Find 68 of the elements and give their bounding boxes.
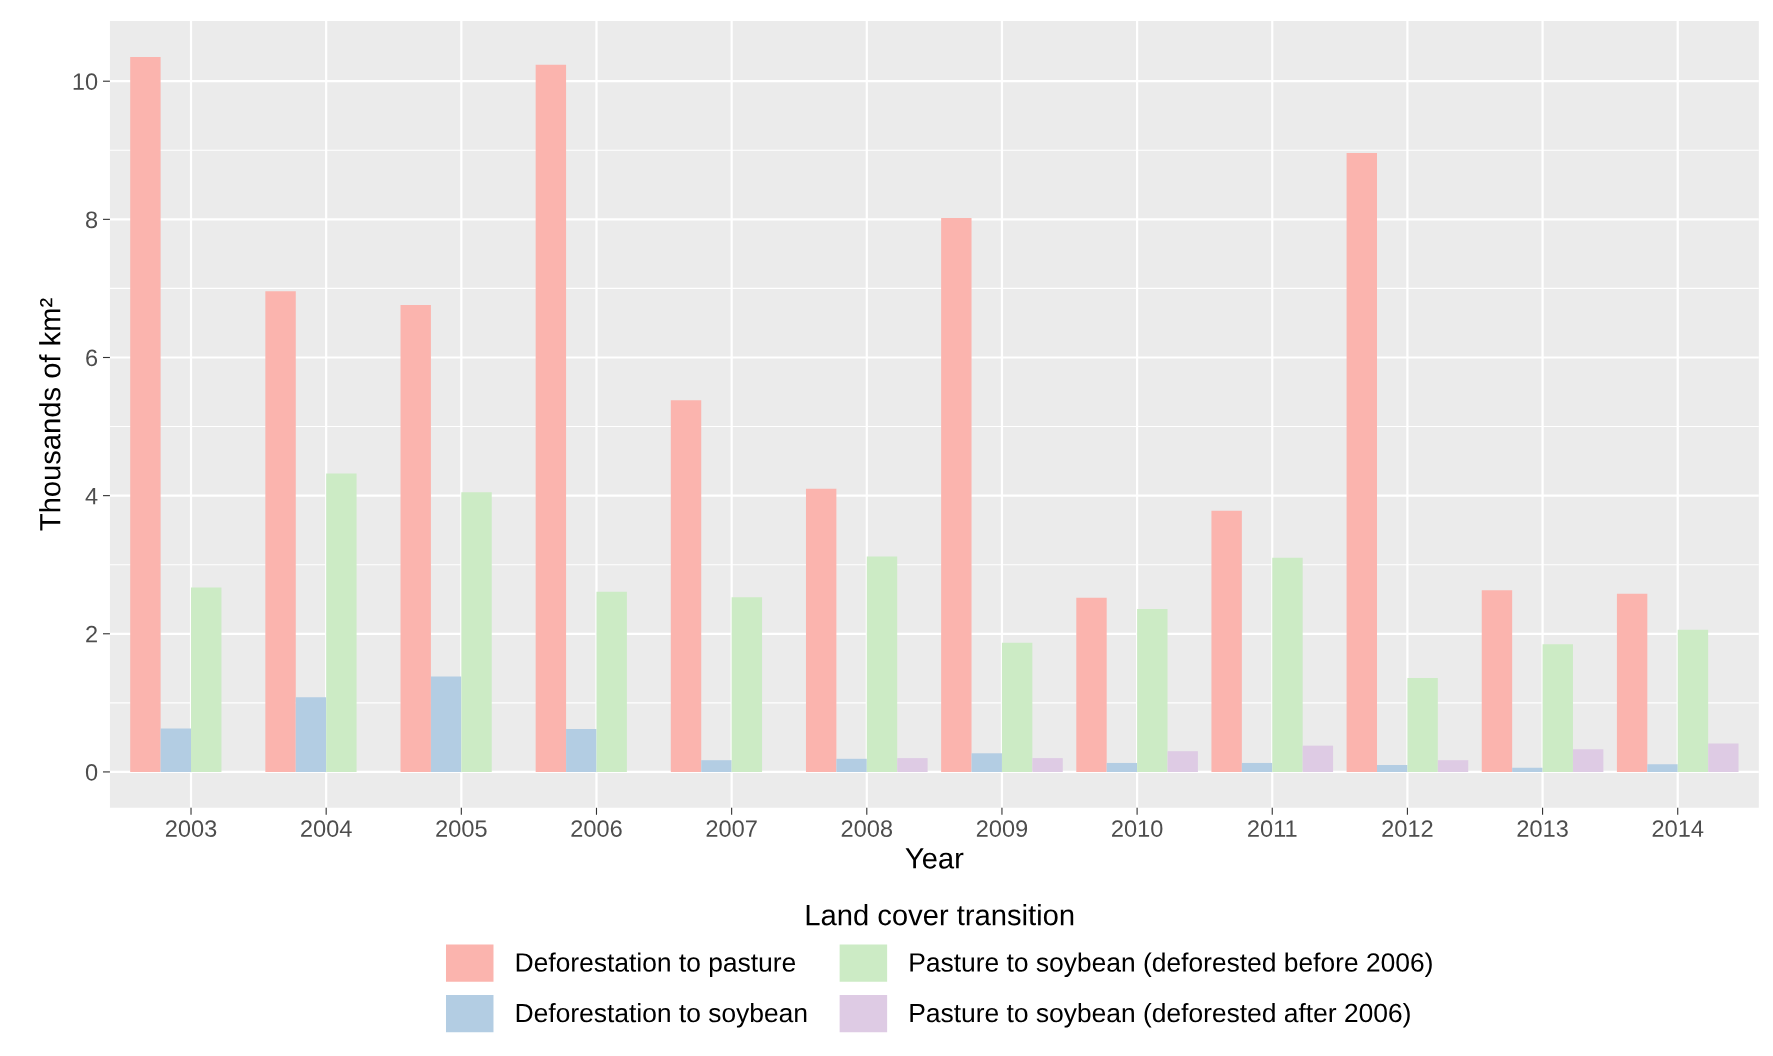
y-axis-title: Thousands of km² xyxy=(39,298,61,531)
bar xyxy=(1076,597,1107,772)
bar xyxy=(1481,590,1513,772)
bar xyxy=(1616,593,1648,772)
x-tick-label: 2009 xyxy=(976,820,1028,837)
bar xyxy=(130,57,161,772)
bar xyxy=(461,492,492,772)
x-tick-label: 2005 xyxy=(436,820,487,837)
legend-title: Land cover transition xyxy=(806,903,1074,926)
y-tick-label: 2 xyxy=(86,625,97,643)
bar xyxy=(430,676,462,772)
bar xyxy=(265,291,296,772)
bar xyxy=(1241,762,1273,772)
y-tick-label: 4 xyxy=(85,487,98,505)
bar xyxy=(535,64,567,772)
bar xyxy=(1167,751,1198,772)
bar xyxy=(326,473,357,772)
bar xyxy=(1001,642,1033,772)
y-tick-label: 8 xyxy=(86,211,98,229)
bar xyxy=(1677,629,1709,772)
bar xyxy=(1572,749,1604,772)
bar xyxy=(295,697,327,772)
x-tick-label: 2013 xyxy=(1517,820,1568,837)
bar xyxy=(1346,153,1377,772)
bar xyxy=(1272,557,1303,772)
x-tick-label: 2008 xyxy=(841,820,893,837)
x-tick-label: 2010 xyxy=(1112,820,1163,837)
x-tick-label: 2014 xyxy=(1652,820,1704,837)
x-tick-label: 2004 xyxy=(301,820,352,837)
bar xyxy=(1032,758,1063,772)
x-axis-title: Year xyxy=(905,848,964,869)
bar xyxy=(1137,608,1168,772)
bar xyxy=(805,488,837,772)
bar xyxy=(191,587,222,772)
x-tick-label: 2007 xyxy=(706,820,757,837)
bar xyxy=(971,753,1002,772)
bar xyxy=(1437,760,1469,772)
bar xyxy=(731,597,763,772)
bar xyxy=(836,758,867,772)
y-tick-label: 0 xyxy=(85,763,98,781)
y-tick-label: 10 xyxy=(73,73,98,90)
bar xyxy=(1647,764,1678,772)
bar xyxy=(1512,767,1543,772)
bar xyxy=(566,729,597,772)
legend-label: Pasture to soybean (deforested before 2006) xyxy=(910,952,1432,978)
bar xyxy=(1106,762,1138,772)
bar xyxy=(1211,510,1242,772)
x-tick-label: 2011 xyxy=(1248,820,1297,837)
bar xyxy=(160,728,192,772)
x-tick-label: 2006 xyxy=(571,820,622,837)
legend-label: Pasture to soybean (deforested after 2006) xyxy=(910,1002,1410,1028)
bar xyxy=(670,400,702,772)
bar xyxy=(1302,745,1334,772)
bar xyxy=(1407,677,1438,772)
bar xyxy=(1377,765,1408,772)
bar xyxy=(596,591,627,772)
bar xyxy=(866,556,898,772)
bar xyxy=(400,305,431,772)
x-tick-label: 2012 xyxy=(1382,820,1433,837)
bar xyxy=(1708,743,1739,772)
bar xyxy=(1542,644,1573,772)
y-tick-label: 6 xyxy=(86,349,98,367)
bar xyxy=(701,760,732,772)
legend-label: Deforestation to pasture xyxy=(516,952,796,978)
x-tick-label: 2003 xyxy=(165,820,217,837)
legend-label: Deforestation to soybean xyxy=(516,1002,807,1028)
bar xyxy=(897,758,928,772)
bar xyxy=(941,217,972,772)
